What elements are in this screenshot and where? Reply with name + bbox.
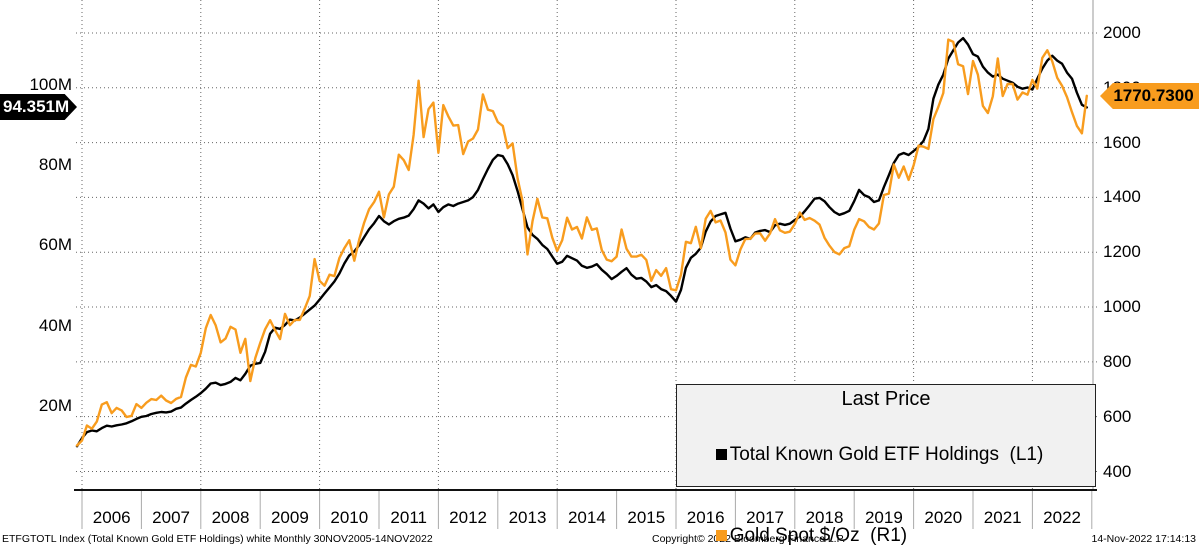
x-axis-year-label: 2017 bbox=[746, 508, 784, 527]
x-axis-year-label: 2014 bbox=[567, 508, 606, 527]
last-value-tag-gold-spot: 1770.7300 bbox=[1100, 83, 1199, 109]
gold-spot-line-series bbox=[75, 38, 1089, 447]
left-axis-tick-label: 60M bbox=[38, 235, 72, 255]
x-axis-tick-separators bbox=[81, 491, 1093, 529]
right-axis-tick-label: 600 bbox=[1103, 406, 1132, 426]
chart-legend: Last Price Total Known Gold ETF Holdings… bbox=[676, 384, 1096, 546]
x-axis-year-label: 2015 bbox=[627, 508, 666, 527]
legend-entry-etf-holdings: Total Known Gold ETF Holdings (L1) bbox=[677, 414, 1095, 495]
footer-copyright: Copyright© 2022 Bloomberg Finance L.P. bbox=[652, 533, 846, 545]
left-axis-tick-label: 20M bbox=[38, 396, 72, 415]
right-axis-tick-label: 400 bbox=[1103, 461, 1132, 481]
right-axis-tick-label: 1000 bbox=[1103, 297, 1141, 317]
x-axis-year-label: 2021 bbox=[983, 508, 1022, 527]
legend-entry-gold-spot: Gold Spot $/Oz (R1) bbox=[677, 495, 1095, 546]
x-axis-year-label: 2009 bbox=[270, 508, 309, 527]
x-axis-year-label: 2010 bbox=[330, 508, 369, 527]
x-axis-year-label: 2006 bbox=[92, 508, 131, 527]
legend-title: Last Price bbox=[841, 388, 931, 410]
x-axis-year-label: 2008 bbox=[211, 508, 250, 527]
x-axis-year-label: 2013 bbox=[508, 508, 547, 527]
left-axis-tick-label: 100M bbox=[29, 74, 72, 94]
x-axis-year-label: 2020 bbox=[924, 508, 963, 527]
legend-entry-label: Total Known Gold ETF Holdings (L1) bbox=[729, 444, 1044, 465]
footer-ticker-description: ETFGTOTL Index (Total Known Gold ETF Hol… bbox=[2, 533, 433, 545]
x-axis-year-label: 2012 bbox=[449, 508, 487, 527]
x-axis-year-label: 2016 bbox=[686, 508, 725, 527]
right-axis-tick-label: 1400 bbox=[1103, 187, 1141, 207]
x-axis-year-label: 2007 bbox=[152, 508, 190, 527]
right-axis-tick-label: 1200 bbox=[1103, 242, 1141, 262]
horizontal-gridlines bbox=[76, 32, 1100, 472]
x-axis-year-label: 2022 bbox=[1043, 508, 1081, 527]
footer-timestamp: 14-Nov-2022 17:14:13 bbox=[1091, 533, 1197, 545]
x-axis-year-label: 2019 bbox=[864, 508, 903, 527]
x-axis-year-label: 2011 bbox=[390, 508, 427, 527]
legend-swatch-orange-icon bbox=[715, 530, 727, 541]
left-axis-tick-label: 80M bbox=[38, 155, 72, 174]
right-axis-tick-label: 1600 bbox=[1103, 132, 1141, 152]
legend-entry-label: Gold Spot $/Oz (R1) bbox=[729, 525, 908, 546]
right-axis-tick-label: 2000 bbox=[1103, 22, 1141, 42]
left-axis-tick-label: 40M bbox=[38, 315, 72, 335]
right-axis-tick-label: 800 bbox=[1103, 351, 1132, 371]
legend-swatch-black-icon bbox=[715, 449, 727, 460]
x-axis-year-label: 2018 bbox=[805, 508, 844, 527]
last-value-tag-etf-holdings: 94.351M bbox=[0, 94, 77, 120]
